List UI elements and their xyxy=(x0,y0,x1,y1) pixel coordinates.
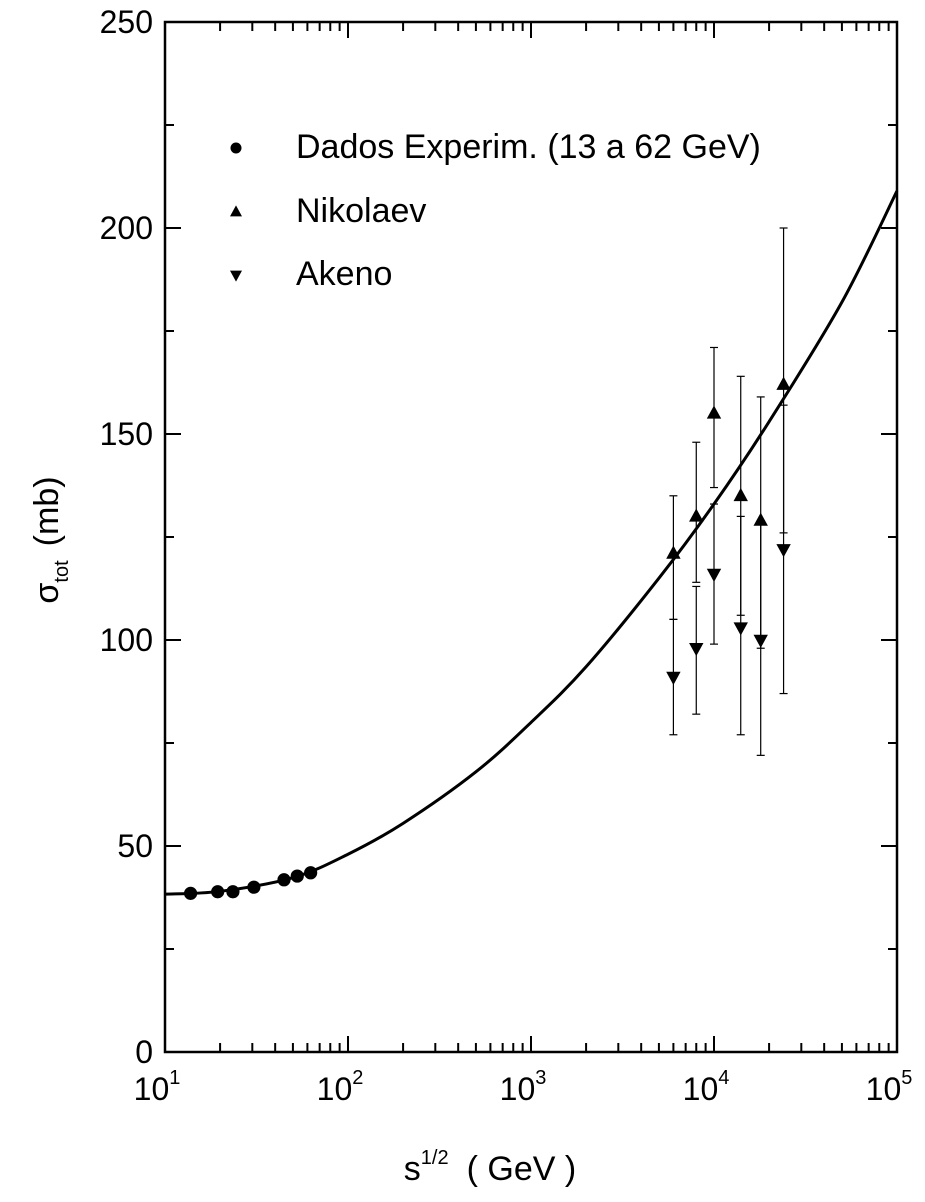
data-point xyxy=(776,544,791,558)
legend-label: Dados Experim. (13 a 62 GeV) xyxy=(296,128,761,166)
x-tick-label: 104 xyxy=(683,1067,730,1107)
data-point xyxy=(226,885,240,899)
data-points-layer xyxy=(183,227,791,900)
x-tick-label: 103 xyxy=(500,1067,547,1107)
x-tick-label: 102 xyxy=(317,1067,364,1107)
data-point xyxy=(290,869,304,883)
data-point xyxy=(689,642,704,657)
x-tick-label: 105 xyxy=(866,1067,913,1107)
data-point xyxy=(706,568,722,582)
x-axis-title: s1/2( GeV ) xyxy=(404,1147,576,1188)
data-point xyxy=(304,866,318,880)
y-tick-label: 200 xyxy=(100,210,153,246)
axis-tick-labels: 0 50 100 150 200 250 101 102 103 104 105 xyxy=(100,4,913,1107)
data-point xyxy=(666,671,681,685)
legend-label: Nikolaev xyxy=(296,192,426,230)
fit-curve-layer xyxy=(164,190,899,896)
y-axis-title: σtot(mb) xyxy=(28,476,73,603)
x-tick-label: 101 xyxy=(134,1067,181,1107)
plot-frame xyxy=(163,20,899,1054)
data-point xyxy=(666,545,681,559)
legend-marker-triangle-up xyxy=(230,205,242,217)
y-tick-label: 50 xyxy=(117,828,153,864)
series-circle xyxy=(183,866,318,900)
data-point xyxy=(277,873,291,887)
y-tick-label: 0 xyxy=(135,1034,153,1070)
data-point xyxy=(689,508,704,522)
axis-ticks xyxy=(164,21,898,1053)
legend-label: Akeno xyxy=(296,255,392,293)
plot-border xyxy=(163,20,899,1054)
data-point xyxy=(211,885,225,899)
y-tick-label: 250 xyxy=(100,4,153,40)
fit-curve xyxy=(164,190,899,896)
data-point xyxy=(183,886,198,900)
data-point xyxy=(247,880,261,894)
y-tick-label: 100 xyxy=(100,622,153,658)
data-point xyxy=(706,405,722,419)
data-point xyxy=(776,376,791,390)
y-tick-label: 150 xyxy=(100,416,153,452)
series-triangle-down xyxy=(666,404,791,756)
data-point xyxy=(753,634,768,648)
data-point xyxy=(753,512,768,526)
series-triangle-up xyxy=(666,227,791,649)
data-point xyxy=(733,487,748,502)
legend-marker-circle xyxy=(230,142,242,154)
data-point xyxy=(733,622,748,636)
legend-marker-triangle-down xyxy=(230,270,242,282)
legend: Dados Experim. (13 a 62 GeV) Nikolaev Aken… xyxy=(230,128,761,293)
